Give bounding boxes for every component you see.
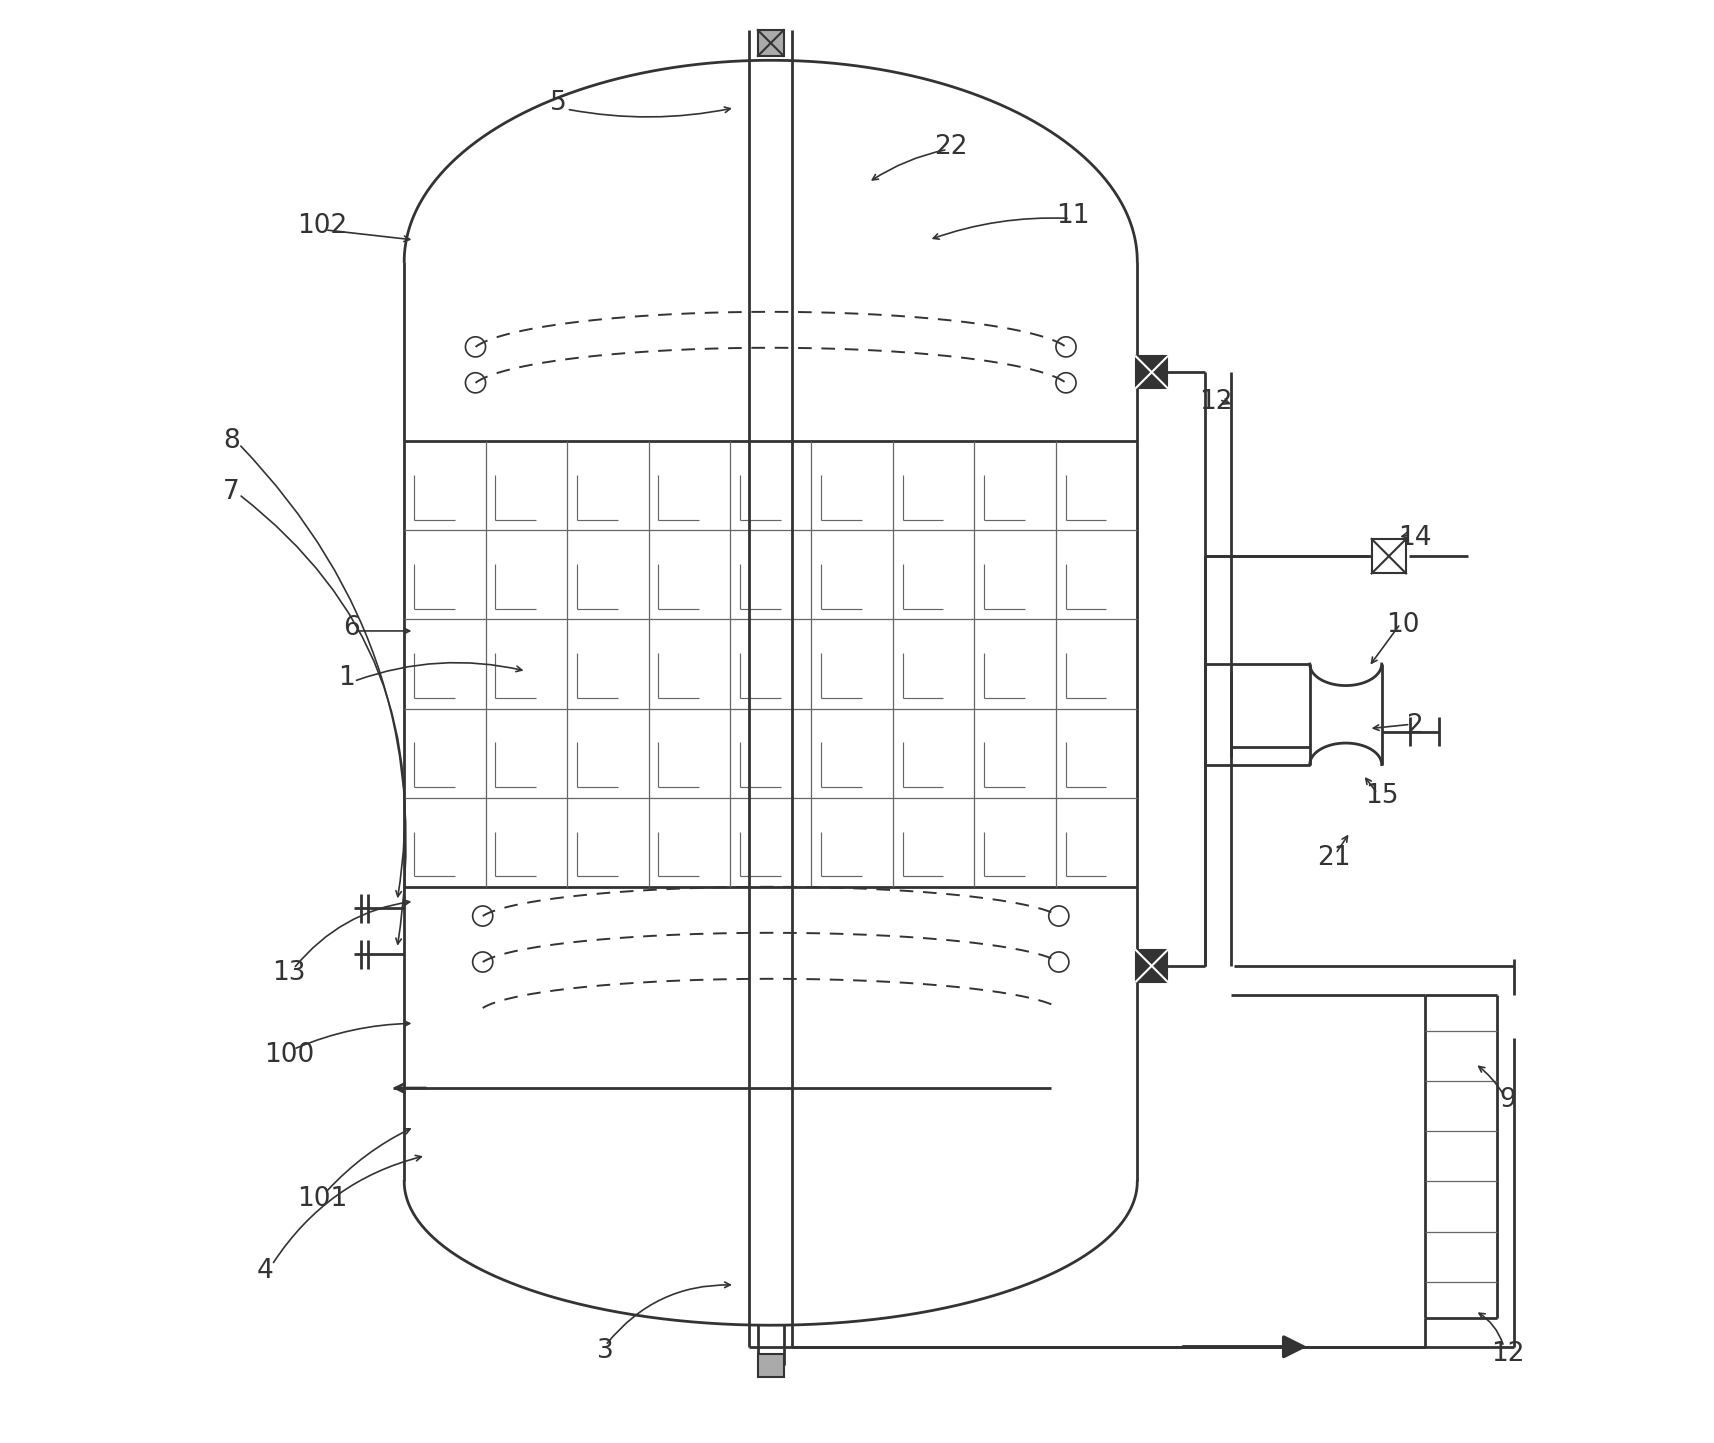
Text: 10: 10 xyxy=(1387,612,1419,638)
Text: 1: 1 xyxy=(338,665,355,691)
Text: 5: 5 xyxy=(550,91,566,117)
Text: 4: 4 xyxy=(257,1258,273,1284)
Text: 12: 12 xyxy=(1200,390,1232,416)
Text: 101: 101 xyxy=(297,1186,348,1212)
Text: 21: 21 xyxy=(1318,846,1351,872)
Text: 13: 13 xyxy=(273,960,307,986)
Text: 9: 9 xyxy=(1500,1087,1517,1113)
Text: 14: 14 xyxy=(1399,524,1431,551)
Text: 102: 102 xyxy=(297,212,348,238)
Bar xyxy=(1136,949,1167,981)
Text: 6: 6 xyxy=(343,615,360,641)
Bar xyxy=(1136,356,1167,388)
Bar xyxy=(758,1354,783,1377)
Bar xyxy=(758,30,783,56)
Text: 11: 11 xyxy=(1056,202,1090,228)
Text: 15: 15 xyxy=(1364,784,1399,810)
Text: 3: 3 xyxy=(596,1338,614,1364)
Bar xyxy=(1371,538,1405,573)
Text: 100: 100 xyxy=(264,1042,314,1068)
Text: 2: 2 xyxy=(1407,713,1423,739)
Text: 12: 12 xyxy=(1491,1341,1525,1367)
Text: 7: 7 xyxy=(223,479,240,505)
Text: 22: 22 xyxy=(934,134,967,160)
Text: 8: 8 xyxy=(223,429,240,455)
